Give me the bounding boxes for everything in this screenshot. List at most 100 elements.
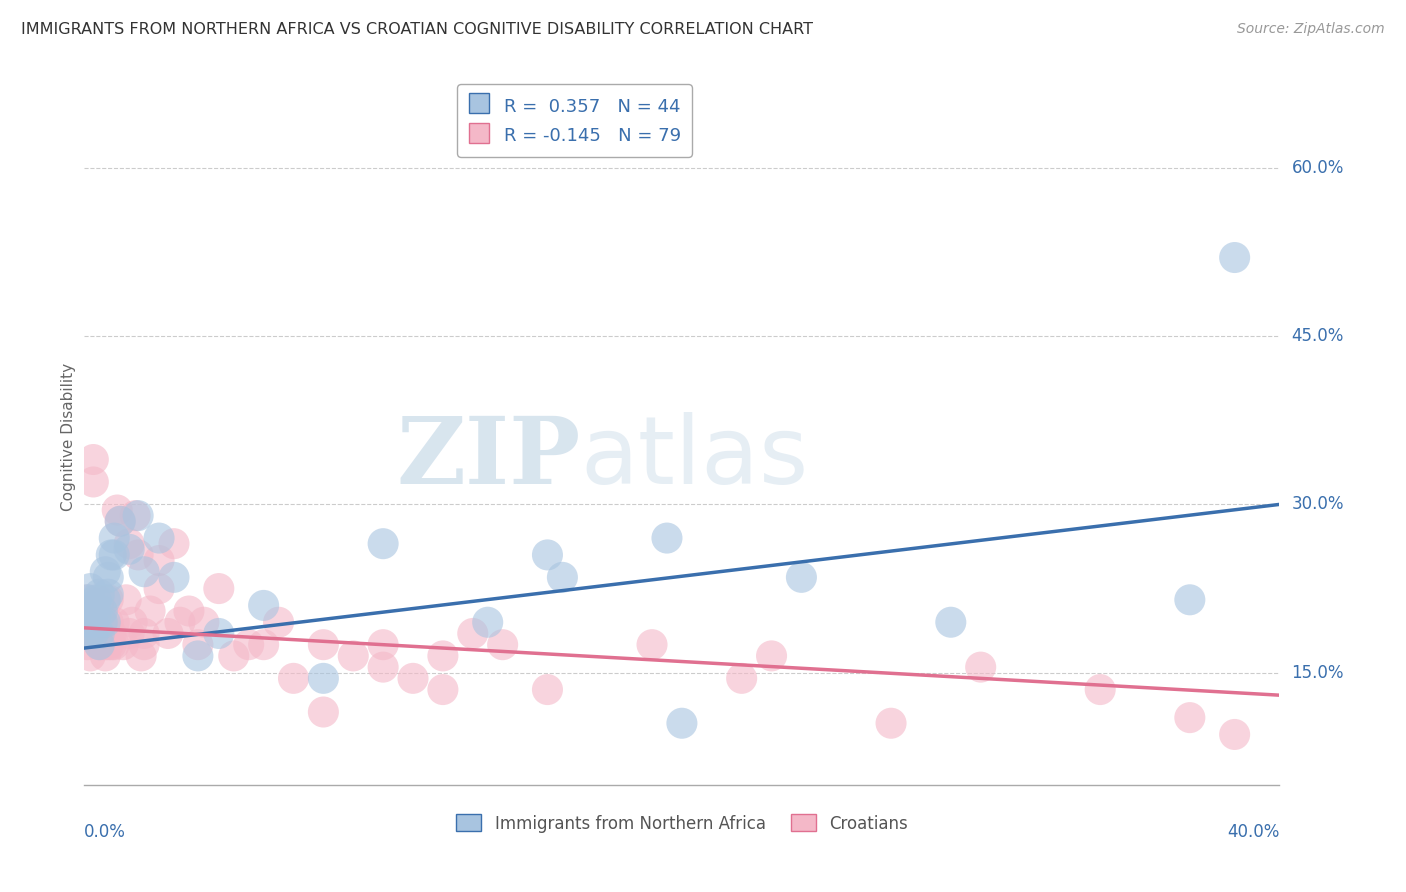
Point <box>115 592 138 607</box>
Point <box>82 452 104 467</box>
Point <box>91 638 114 652</box>
Point <box>148 582 170 596</box>
Point <box>91 604 114 618</box>
Point <box>82 626 104 640</box>
Text: 0.0%: 0.0% <box>84 823 127 841</box>
Point <box>89 592 111 607</box>
Point <box>97 587 120 601</box>
Point <box>86 615 108 630</box>
Point <box>939 615 962 630</box>
Point <box>163 537 186 551</box>
Point <box>91 615 114 630</box>
Point <box>402 671 425 685</box>
Point <box>82 475 104 489</box>
Point <box>187 648 209 663</box>
Point <box>970 660 993 674</box>
Point <box>82 599 104 613</box>
Point <box>163 570 186 584</box>
Point <box>169 615 191 630</box>
Point <box>89 638 111 652</box>
Point <box>121 615 143 630</box>
Point <box>177 604 200 618</box>
Point <box>536 682 558 697</box>
Point <box>103 638 125 652</box>
Point <box>94 648 117 663</box>
Point <box>76 615 98 630</box>
Legend: Immigrants from Northern Africa, Croatians: Immigrants from Northern Africa, Croatia… <box>450 808 914 839</box>
Text: ZIP: ZIP <box>396 413 581 503</box>
Point <box>76 604 98 618</box>
Point <box>373 537 395 551</box>
Point <box>342 648 364 663</box>
Point <box>89 626 111 640</box>
Point <box>139 604 162 618</box>
Point <box>1223 251 1246 265</box>
Point <box>110 514 132 528</box>
Point <box>208 626 231 640</box>
Point <box>432 648 454 663</box>
Point <box>76 626 98 640</box>
Point <box>132 638 156 652</box>
Point <box>118 542 141 557</box>
Point <box>127 508 149 523</box>
Point <box>761 648 783 663</box>
Text: 45.0%: 45.0% <box>1292 327 1344 345</box>
Point <box>880 716 903 731</box>
Point <box>312 705 335 719</box>
Point <box>193 615 215 630</box>
Point <box>432 682 454 697</box>
Point <box>86 592 108 607</box>
Point <box>536 548 558 562</box>
Text: 30.0%: 30.0% <box>1292 495 1344 514</box>
Point <box>132 565 156 579</box>
Point <box>86 626 108 640</box>
Point <box>76 638 98 652</box>
Point <box>76 615 98 630</box>
Point <box>253 599 276 613</box>
Point <box>76 592 98 607</box>
Point <box>89 626 111 640</box>
Point <box>82 615 104 630</box>
Point <box>86 604 108 618</box>
Point <box>100 626 122 640</box>
Point <box>103 531 125 545</box>
Point <box>79 626 101 640</box>
Point <box>94 592 117 607</box>
Point <box>79 626 101 640</box>
Y-axis label: Cognitive Disability: Cognitive Disability <box>60 363 76 511</box>
Point <box>267 615 290 630</box>
Point <box>82 626 104 640</box>
Point <box>97 615 120 630</box>
Text: atlas: atlas <box>581 412 808 504</box>
Point <box>127 548 149 562</box>
Point <box>100 548 122 562</box>
Point <box>1090 682 1112 697</box>
Point <box>477 615 499 630</box>
Point <box>671 716 693 731</box>
Point <box>86 609 108 624</box>
Point <box>110 514 132 528</box>
Point <box>94 565 117 579</box>
Point <box>89 638 111 652</box>
Point <box>94 615 117 630</box>
Point <box>312 638 335 652</box>
Point <box>79 609 101 624</box>
Point <box>1178 711 1201 725</box>
Point <box>103 548 125 562</box>
Point <box>790 570 813 584</box>
Point <box>79 604 101 618</box>
Point <box>148 553 170 567</box>
Point <box>312 671 335 685</box>
Point <box>76 604 98 618</box>
Text: 40.0%: 40.0% <box>1227 823 1279 841</box>
Point <box>97 638 120 652</box>
Point <box>79 615 101 630</box>
Point <box>731 671 754 685</box>
Point <box>373 638 395 652</box>
Point <box>187 638 209 652</box>
Point <box>129 648 152 663</box>
Point <box>148 531 170 545</box>
Point <box>118 626 141 640</box>
Point <box>373 660 395 674</box>
Text: 60.0%: 60.0% <box>1292 159 1344 177</box>
